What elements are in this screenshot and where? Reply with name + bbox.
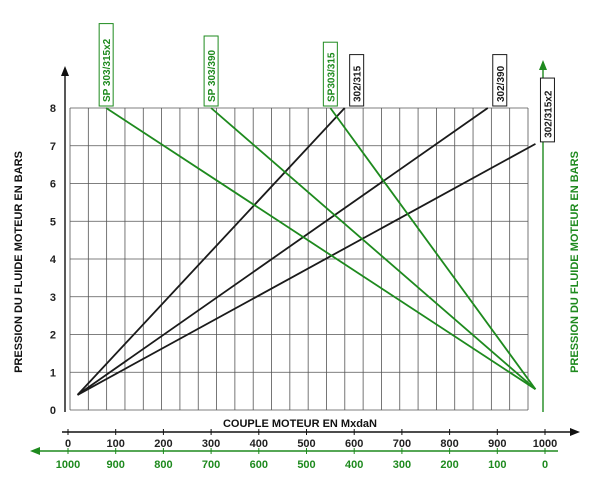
y-tick-labels: 0 1 2 3 4 5 6 7 8	[50, 103, 57, 417]
x-tick-label-top: 1000	[533, 438, 557, 450]
series-label: 302/390	[492, 54, 508, 107]
x-tick-label-bottom: 900	[107, 459, 125, 471]
x-tick-label-bottom: 100	[488, 459, 506, 471]
series-label: SP 303/390	[203, 35, 219, 107]
series-label-text: 302/315x2	[543, 90, 554, 138]
y-tick-label: 6	[50, 179, 56, 191]
series-line	[77, 143, 536, 396]
series-line	[329, 107, 537, 390]
series-label-box	[492, 54, 508, 107]
y-axis-title-right: PRESSION DU FLUIDE MOTEUR EN BARS	[569, 151, 581, 373]
x-tick-label-top: 600	[345, 438, 363, 450]
series-label: 302/315x2	[539, 77, 555, 143]
x-tick-label-bottom: 500	[297, 459, 315, 471]
series-label-box	[203, 35, 219, 107]
series-label-box	[98, 23, 114, 107]
x-tick-label-bottom: 0	[542, 459, 548, 471]
x-tick-label-top: 100	[107, 438, 125, 450]
series-line	[76, 107, 346, 396]
x-tick-label-bottom: 1000	[56, 459, 80, 471]
y-tick-label: 0	[50, 405, 56, 417]
y-tick-label: 8	[50, 103, 56, 115]
x-tick-label-bottom: 700	[202, 459, 220, 471]
x-tick-label-top: 700	[393, 438, 411, 450]
series-label-text: 302/390	[496, 65, 507, 102]
x-tick-label-top: 0	[65, 438, 71, 450]
y-tick-label: 5	[50, 216, 56, 228]
series-lines	[76, 107, 537, 396]
series-label-box	[322, 41, 338, 107]
x-tick-label-bottom: 200	[440, 459, 458, 471]
x-tick-label-bottom: 600	[250, 459, 268, 471]
x-tick-labels-top: 0 100 200 300 400 500 600 700 800 900 1000	[65, 429, 557, 450]
series-line	[77, 107, 489, 396]
series-line	[210, 107, 537, 390]
x-tick-label-top: 500	[297, 438, 315, 450]
y-axis-right-arrow	[539, 60, 547, 70]
x-tick-label-top: 300	[202, 438, 220, 450]
grid	[69, 107, 529, 411]
series-label-box	[539, 77, 555, 143]
y-tick-label: 2	[50, 330, 56, 342]
y-axis-left-arrow	[61, 66, 69, 76]
series-label: 302/315	[349, 54, 365, 107]
x-tick-label-bottom: 400	[345, 459, 363, 471]
series-label: SP 303/315x2	[98, 23, 114, 107]
x-tick-label-bottom: 300	[393, 459, 411, 471]
x-axis-title: COUPLE MOTEUR EN MxdaN	[223, 418, 377, 430]
y-tick-label: 4	[50, 254, 57, 266]
x-axis-top-arrow	[570, 428, 580, 436]
x-tick-label-top: 800	[440, 438, 458, 450]
series-label-box	[349, 54, 365, 107]
axes	[30, 60, 580, 455]
y-tick-label: 7	[50, 141, 56, 153]
series-label-text: 302/315	[353, 65, 364, 102]
y-tick-label: 1	[50, 367, 56, 379]
x-tick-label-top: 200	[154, 438, 172, 450]
series-labels: 302/315 302/390 302/315x2 SP 303/315x2 SP 30…	[98, 23, 555, 143]
y-tick-label: 3	[50, 292, 56, 304]
x-tick-label-top: 400	[250, 438, 268, 450]
series-label-text: SP 303/390	[207, 49, 218, 102]
series-label-text: SP 303/315x2	[102, 38, 113, 102]
x-tick-label-bottom: 800	[154, 459, 172, 471]
series-label-text: SP303/315	[326, 52, 337, 102]
series-label: SP303/315	[322, 41, 338, 107]
series-line	[105, 107, 536, 390]
y-axis-title: PRESSION DU FLUIDE MOTEUR EN BARS	[13, 151, 25, 373]
x-axis-bottom-arrow	[30, 447, 40, 455]
x-tick-label-top: 900	[488, 438, 506, 450]
x-tick-labels-bottom: 1000 900 800 700 600 500 400 300 200 100 0	[56, 448, 548, 471]
